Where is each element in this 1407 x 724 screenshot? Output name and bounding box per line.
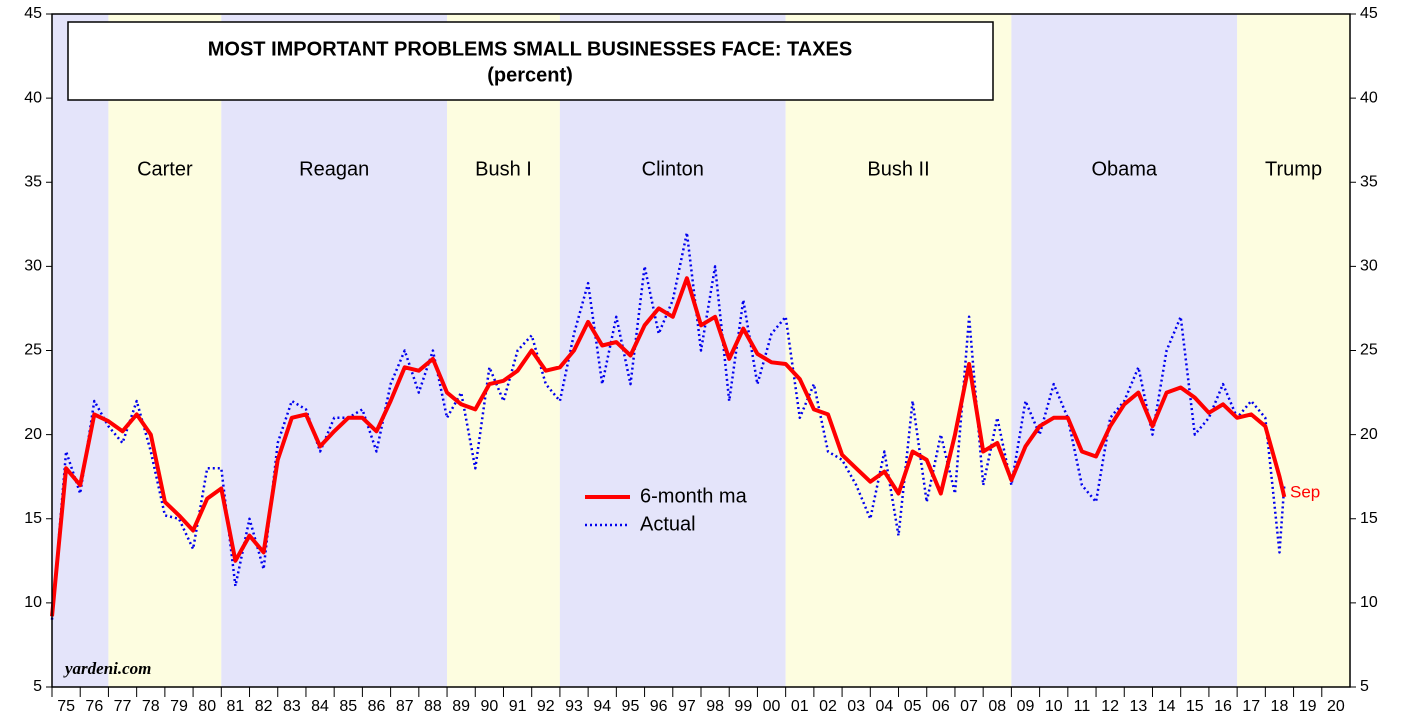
y2-tick-label: 40 <box>1360 89 1378 106</box>
y-tick-label: 40 <box>24 89 42 106</box>
lines <box>50 231 1287 620</box>
x-tick-label: 01 <box>791 698 809 715</box>
x-tick-label: 02 <box>819 698 837 715</box>
region-label: Carter <box>137 158 193 180</box>
x-tick-label: 93 <box>565 698 583 715</box>
x-tick-label: 99 <box>734 698 752 715</box>
region <box>1237 14 1350 687</box>
x-tick-label: 19 <box>1299 698 1317 715</box>
x-tick-label: 03 <box>847 698 865 715</box>
region <box>108 14 222 687</box>
x-tick-label: 83 <box>283 698 301 715</box>
y2-tick-label: 15 <box>1360 510 1378 527</box>
x-tick-label: 96 <box>650 698 668 715</box>
region <box>559 14 786 687</box>
x-tick-label: 06 <box>932 698 950 715</box>
title-box <box>67 21 994 101</box>
region-label: Trump <box>1265 158 1322 180</box>
source: yardeni.com <box>63 659 151 678</box>
y2-tick-label: 25 <box>1360 342 1378 359</box>
x-tick-label: 98 <box>706 698 724 715</box>
x-tick-label: 14 <box>1158 698 1176 715</box>
x-tick-label: 78 <box>142 698 160 715</box>
x-tick-label: 07 <box>960 698 978 715</box>
x-tick-label: 75 <box>57 698 75 715</box>
annotation: Sep <box>1290 482 1320 501</box>
y-tick-label: 30 <box>24 258 42 275</box>
region-label: Bush I <box>475 158 532 180</box>
region <box>1011 14 1238 687</box>
legend-label: Actual <box>640 513 696 535</box>
x-tick-label: 08 <box>988 698 1006 715</box>
x-tick-label: 84 <box>311 698 329 715</box>
x-tick-label: 11 <box>1074 698 1091 715</box>
x-tick-label: 18 <box>1271 698 1289 715</box>
legend-label: 6-month ma <box>640 485 748 507</box>
y-tick-label: 45 <box>24 5 42 22</box>
x-tick-label: 87 <box>396 698 414 715</box>
x-tick-label: 12 <box>1101 698 1119 715</box>
x-tick-label: 80 <box>198 698 216 715</box>
region <box>221 14 448 687</box>
x-tick-label: 94 <box>593 698 611 715</box>
x-tick-label: 97 <box>678 698 696 715</box>
x-tick-label: 16 <box>1214 698 1232 715</box>
x-tick-label: 79 <box>170 698 188 715</box>
y-tick-label: 25 <box>24 342 42 359</box>
x-tick-label: 17 <box>1242 698 1260 715</box>
x-tick-label: 15 <box>1186 698 1204 715</box>
x-tick-label: 00 <box>763 698 781 715</box>
x-tick-label: 77 <box>114 698 132 715</box>
y-tick-label: 15 <box>24 510 42 527</box>
y-tick-label: 10 <box>24 594 42 611</box>
y2-tick-label: 10 <box>1360 594 1378 611</box>
y-tick-label: 5 <box>33 678 42 695</box>
chart-title: MOST IMPORTANT PROBLEMS SMALL BUSINESSES… <box>208 38 852 60</box>
x-tick-label: 81 <box>227 698 245 715</box>
x-tick-label: 91 <box>509 698 527 715</box>
y2-tick-label: 5 <box>1360 678 1369 695</box>
y-tick-label: 20 <box>24 426 42 443</box>
x-tick-label: 10 <box>1045 698 1063 715</box>
x-tick-label: 90 <box>480 698 498 715</box>
x-tick-label: 85 <box>339 698 357 715</box>
y-tick-label: 35 <box>24 173 42 190</box>
series-line <box>50 276 1287 617</box>
y2-tick-label: 45 <box>1360 5 1378 22</box>
x-tick-label: 76 <box>85 698 103 715</box>
region <box>52 14 109 687</box>
region <box>447 14 560 687</box>
series-line <box>50 231 1286 620</box>
x-tick-label: 86 <box>368 698 386 715</box>
region-label: Clinton <box>642 158 704 180</box>
x-tick-label: 88 <box>424 698 442 715</box>
region <box>785 14 1012 687</box>
x-tick-label: 04 <box>876 698 894 715</box>
x-tick-label: 05 <box>904 698 922 715</box>
x-tick-label: 09 <box>1017 698 1035 715</box>
chart-subtitle: (percent) <box>487 64 573 86</box>
x-tick-label: 82 <box>255 698 273 715</box>
x-tick-label: 13 <box>1129 698 1147 715</box>
regions: Carter Reagan Bush I Clinton Bush II Obama Tru… <box>52 14 1350 687</box>
region-label: Obama <box>1091 158 1157 180</box>
y2-tick-label: 30 <box>1360 258 1378 275</box>
x-tick-label: 95 <box>622 698 640 715</box>
region-label: Bush II <box>867 158 929 180</box>
x-tick-label: 20 <box>1327 698 1345 715</box>
y2-tick-label: 35 <box>1360 173 1378 190</box>
region-label: Reagan <box>299 158 369 180</box>
x-tick-label: 89 <box>452 698 470 715</box>
y2-tick-label: 20 <box>1360 426 1378 443</box>
x-tick-label: 92 <box>537 698 555 715</box>
